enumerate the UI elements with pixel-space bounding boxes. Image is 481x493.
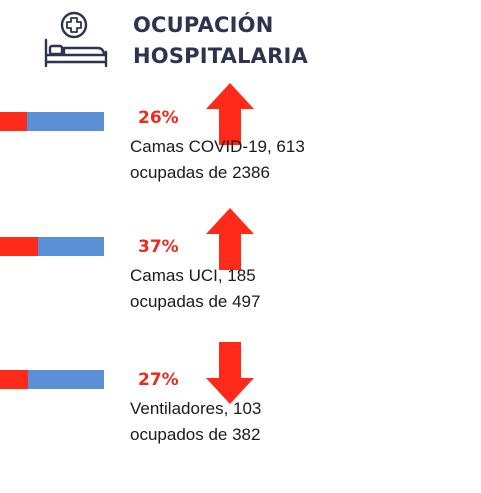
arrow-up-icon xyxy=(206,83,254,145)
percent-label: 37% xyxy=(138,237,179,257)
stat-row-covid-beds: 26% Camas COVID-19, 613 ocupadas de 2386 xyxy=(0,75,481,205)
occupancy-bar-fill xyxy=(0,370,29,389)
arrow-up-icon xyxy=(206,208,254,270)
occupancy-bar xyxy=(0,112,104,131)
occupancy-bar-fill xyxy=(0,237,39,256)
occupancy-bar xyxy=(0,370,104,389)
stat-description-line1: Ventiladores, 103 xyxy=(130,399,262,418)
page-title-line1: OCUPACIÓN xyxy=(133,13,274,37)
stat-description: Camas COVID-19, 613 ocupadas de 2386 xyxy=(130,134,305,186)
stat-description: Camas UCI, 185 ocupadas de 497 xyxy=(130,263,260,315)
occupancy-bar-fill xyxy=(0,112,28,131)
stat-row-ventilators: 27% Ventiladores, 103 ocupados de 382 xyxy=(0,340,481,470)
occupancy-bar xyxy=(0,237,104,256)
stat-description-line1: Camas UCI, 185 xyxy=(130,266,256,285)
stat-description-line2: ocupados de 382 xyxy=(130,425,261,444)
hospital-bed-icon xyxy=(44,11,108,68)
page-title-line2: HOSPITALARIA xyxy=(133,44,308,68)
stat-description-line2: ocupadas de 497 xyxy=(130,292,261,311)
stat-description-line2: ocupadas de 2386 xyxy=(130,163,270,182)
percent-label: 26% xyxy=(138,108,179,128)
page-title: OCUPACIÓN HOSPITALARIA xyxy=(133,10,308,72)
stat-description: Ventiladores, 103 ocupados de 382 xyxy=(130,396,261,448)
arrow-down-icon xyxy=(206,342,254,404)
stat-row-icu-beds: 37% Camas UCI, 185 ocupadas de 497 xyxy=(0,205,481,335)
percent-label: 27% xyxy=(138,370,179,390)
stat-description-line1: Camas COVID-19, 613 xyxy=(130,137,305,156)
